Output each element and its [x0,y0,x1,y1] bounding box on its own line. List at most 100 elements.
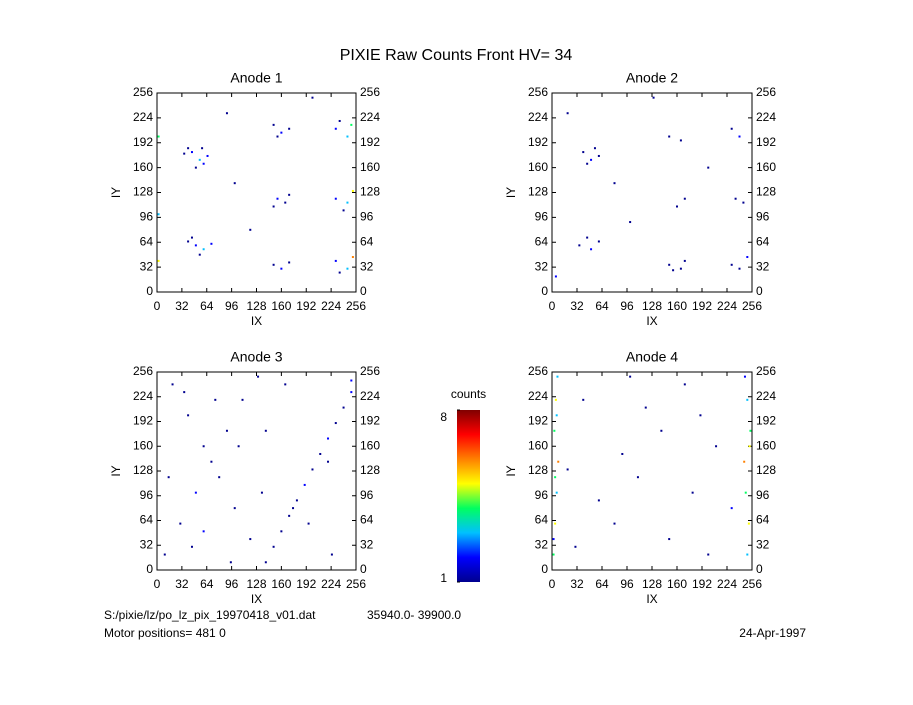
pixel [668,263,671,266]
x-tick-label: 224 [321,577,341,591]
pixel [157,135,160,138]
pixel [553,429,556,432]
pixel [284,201,287,204]
pixel [730,507,733,510]
x-tick-label: 192 [296,577,316,591]
pixel [249,538,252,541]
pixel [676,205,678,208]
y-tick-label: 64 [535,513,549,527]
pixel [334,422,337,425]
y-tick-label: 32 [535,259,549,273]
pixel [586,236,589,239]
pixel [330,553,333,556]
pixel [597,154,600,157]
pixel [157,213,160,216]
pixel [157,259,160,262]
pixel [629,375,632,378]
x-tick-label: 128 [246,299,266,313]
pixel [683,259,686,262]
pixel [194,244,197,247]
pixel [597,499,600,502]
pixel [327,460,330,463]
y-tick-label-right: 128 [360,185,380,199]
pixel [613,522,616,525]
pixel [194,491,197,494]
y-tick-label: 128 [133,463,153,477]
y-tick-label-right: 96 [360,210,374,224]
pixel [311,96,314,99]
pixel [276,135,279,138]
plot-frame [551,92,753,293]
pixel [629,221,632,224]
y-tick-label: 192 [133,414,153,428]
x-tick-label: 224 [717,577,737,591]
pixel [747,522,750,525]
pixel [743,375,746,378]
pixel [288,514,291,517]
pixel [621,452,624,455]
pixel [272,263,275,266]
x-tick-label: 64 [200,299,214,313]
y-tick-label: 32 [535,537,549,551]
pixel [342,406,345,409]
pixel [590,248,593,251]
pixel [679,267,682,270]
panel-title: Anode 1 [230,70,282,86]
pixel [683,383,686,386]
y-tick-label-right: 256 [756,364,776,378]
x-tick-label: 192 [692,577,712,591]
pixel [555,491,558,494]
x-axis-label: IX [646,314,657,328]
pixel [284,383,287,386]
colorbar [457,410,480,582]
pixel [636,476,639,479]
pixel [346,267,349,270]
pixel [749,429,752,432]
x-tick-label: 224 [717,299,737,313]
y-tick-label: 96 [140,210,154,224]
y-tick-label-right: 160 [756,160,776,174]
pixel [652,96,655,99]
pixel [350,379,353,382]
pixel [742,201,745,204]
x-tick-label: 32 [175,299,189,313]
pixel [683,197,686,200]
x-axis-label: IX [646,592,657,606]
figure-title: PIXIE Raw Counts Front HV= 34 [340,47,573,64]
pixel [556,375,559,378]
y-tick-label: 256 [133,85,153,99]
x-axis-label: IX [251,314,262,328]
y-axis-label: IY [109,465,123,476]
y-tick-label-right: 64 [756,234,770,248]
pixel [179,522,182,525]
pixel [554,275,557,278]
x-axis-label: IX [251,592,262,606]
pixel [167,476,170,479]
pixel [566,468,569,471]
x-tick-label: 160 [667,299,687,313]
y-tick-label: 224 [133,389,153,403]
y-tick-label-right: 192 [360,135,380,149]
pixel [582,398,585,401]
y-tick-label: 64 [140,513,154,527]
pixel [272,123,275,126]
pixel [350,123,353,126]
y-axis-label: IY [504,187,518,198]
pixel [190,151,193,154]
pixel [280,530,283,533]
pixel [210,460,213,463]
y-tick-label: 192 [528,135,548,149]
y-tick-label-right: 64 [756,513,770,527]
y-tick-label-right: 32 [360,537,374,551]
pixel [707,166,710,169]
pixel [276,197,279,200]
y-tick-label-right: 128 [756,185,776,199]
x-tick-label: 192 [296,299,316,313]
y-tick-label: 128 [528,463,548,477]
y-tick-label-right: 224 [360,110,380,124]
pixel [280,267,283,270]
pixel [334,259,337,262]
pixel [237,445,240,448]
pixel [566,112,569,115]
